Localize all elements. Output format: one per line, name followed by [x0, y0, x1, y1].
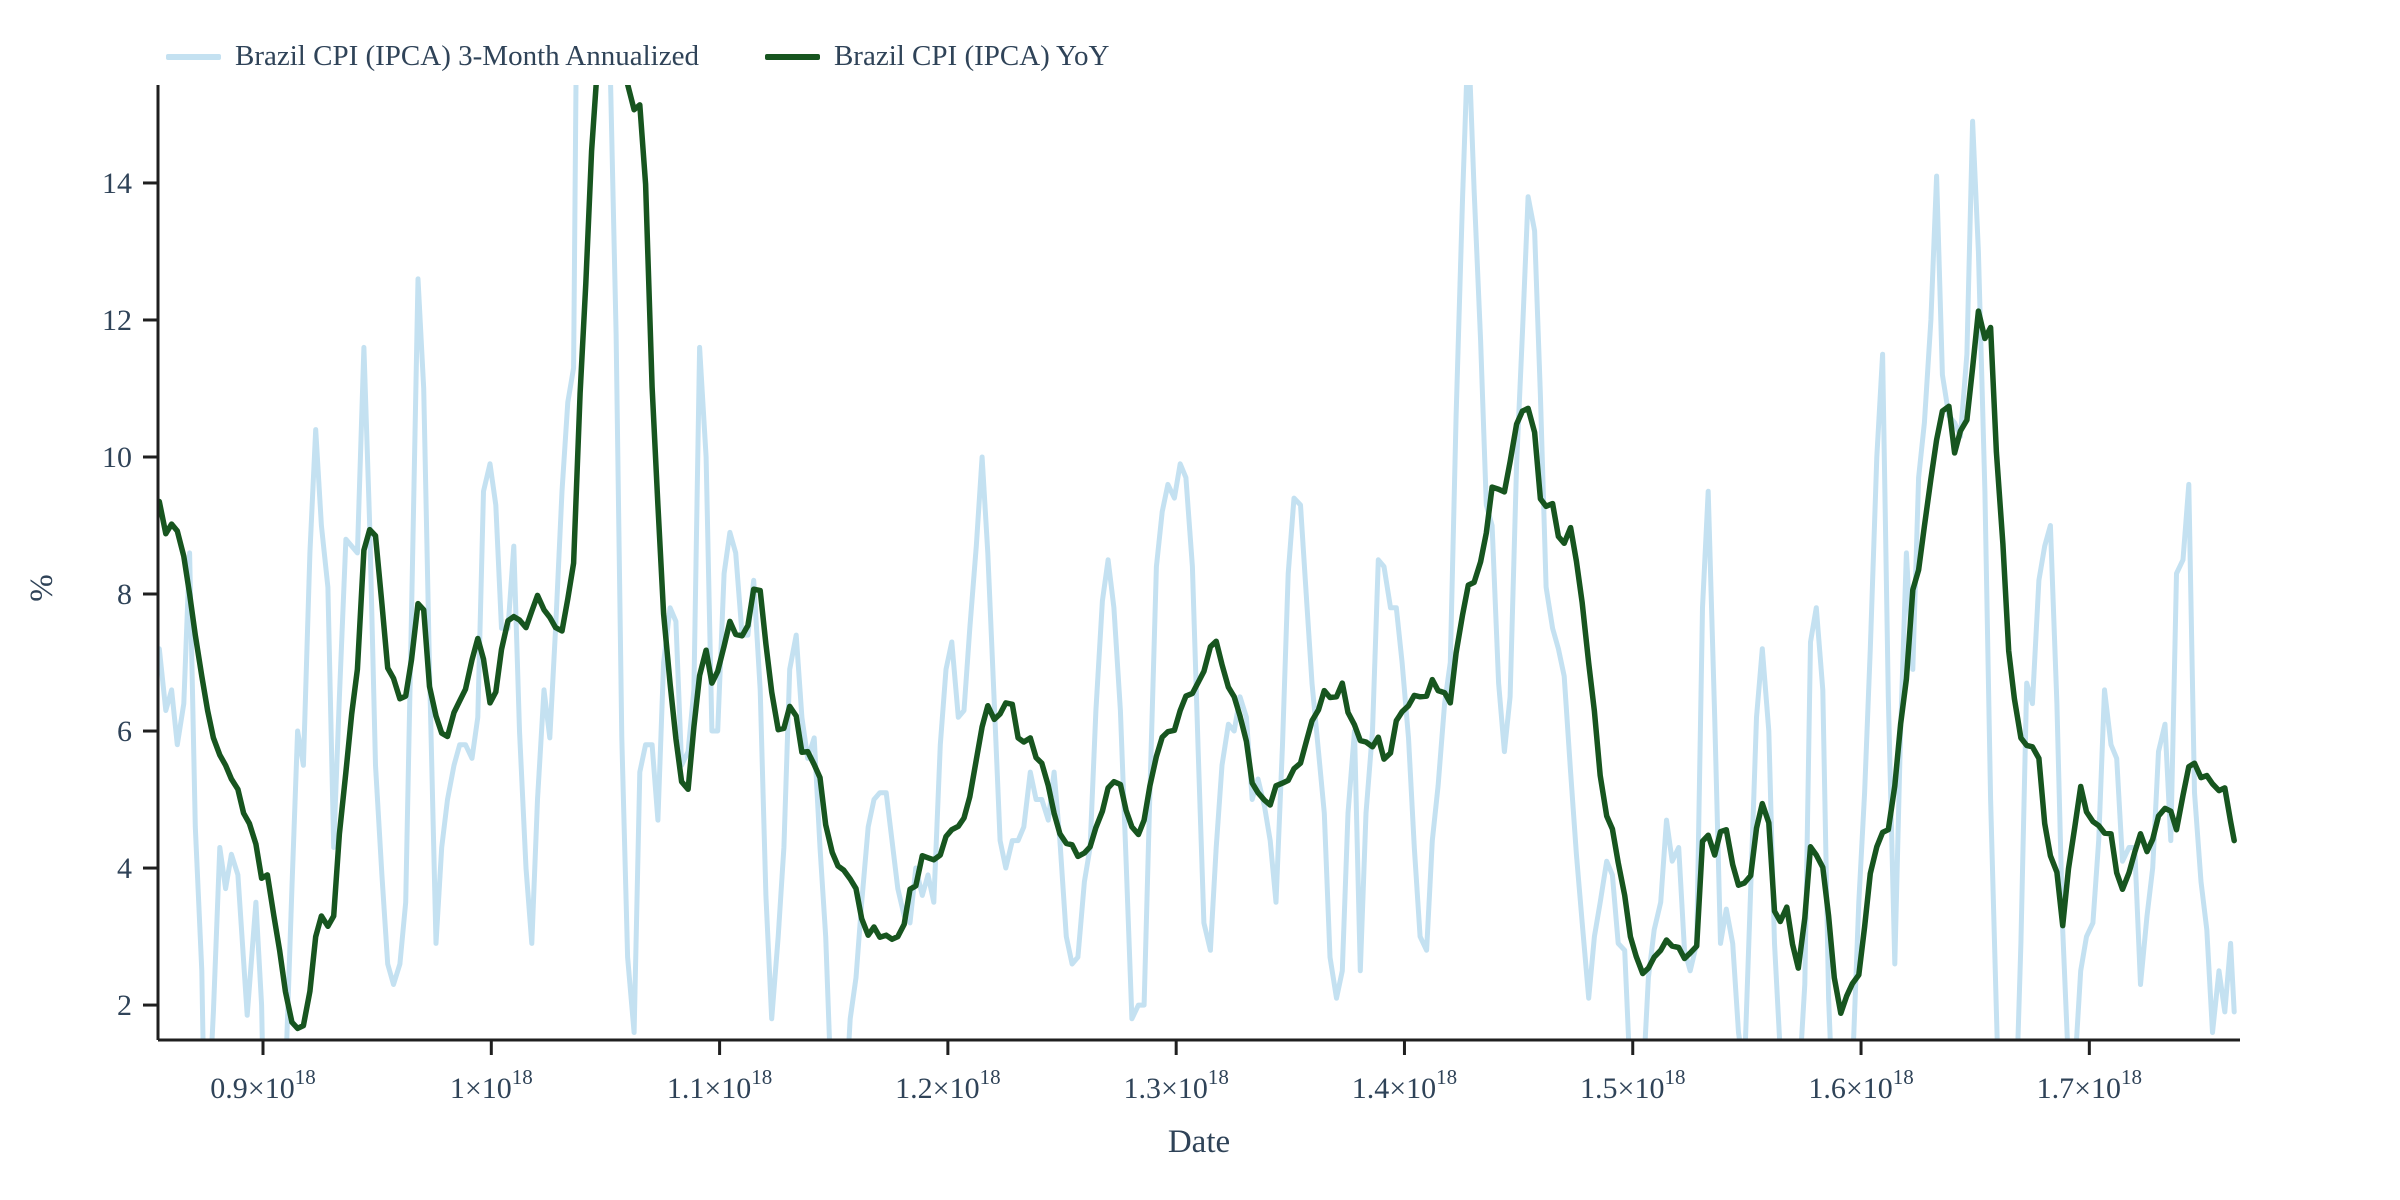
legend-line-3m-icon: [166, 53, 221, 60]
x-tick-label: 1×1018: [450, 1065, 533, 1105]
legend-item-3m[interactable]: Brazil CPI (IPCA) 3-Month Annualized: [166, 40, 699, 73]
y-tick-label: 10: [102, 441, 132, 474]
x-tick-label: 0.9×1018: [210, 1065, 315, 1105]
series-line-3m-annualized: [158, 85, 2237, 1040]
y-tick-label: 2: [117, 989, 132, 1022]
y-axis-ticks: 2 4 6 8 10 12 14: [102, 167, 158, 1022]
x-tick-label: 1.5×1018: [1580, 1065, 1685, 1105]
y-axis-title: %: [24, 574, 60, 602]
x-tick-label: 1.4×1018: [1352, 1065, 1457, 1105]
y-tick-label: 6: [117, 715, 132, 748]
x-axis-title: Date: [1168, 1124, 1230, 1160]
x-tick-label: 1.1×1018: [667, 1065, 772, 1105]
legend-line-yoy-icon: [764, 53, 820, 60]
y-tick-label: 12: [102, 304, 132, 337]
x-tick-label: 1.6×1018: [1808, 1065, 1913, 1105]
x-tick-label: 1.3×1018: [1123, 1065, 1228, 1105]
series-group: [158, 85, 2237, 1040]
x-axis-ticks: 0.9×1018 1×1018 1.1×1018 1.2×1018 1.3×1018 1.…: [210, 1040, 2142, 1105]
legend-label-3m: Brazil CPI (IPCA) 3-Month Annualized: [235, 40, 699, 72]
y-tick-label: 14: [102, 167, 132, 200]
series-line-yoy: [158, 85, 2237, 1032]
x-tick-label: 1.2×1018: [895, 1065, 1000, 1105]
legend: Brazil CPI (IPCA) 3-Month Annualized Bra…: [166, 40, 1109, 73]
legend-item-yoy[interactable]: Brazil CPI (IPCA) YoY: [764, 40, 1110, 73]
legend-label-yoy: Brazil CPI (IPCA) YoY: [833, 40, 1110, 72]
x-tick-label: 1.7×1018: [2037, 1065, 2142, 1105]
y-tick-label: 8: [117, 578, 132, 611]
y-tick-label: 4: [117, 852, 132, 885]
